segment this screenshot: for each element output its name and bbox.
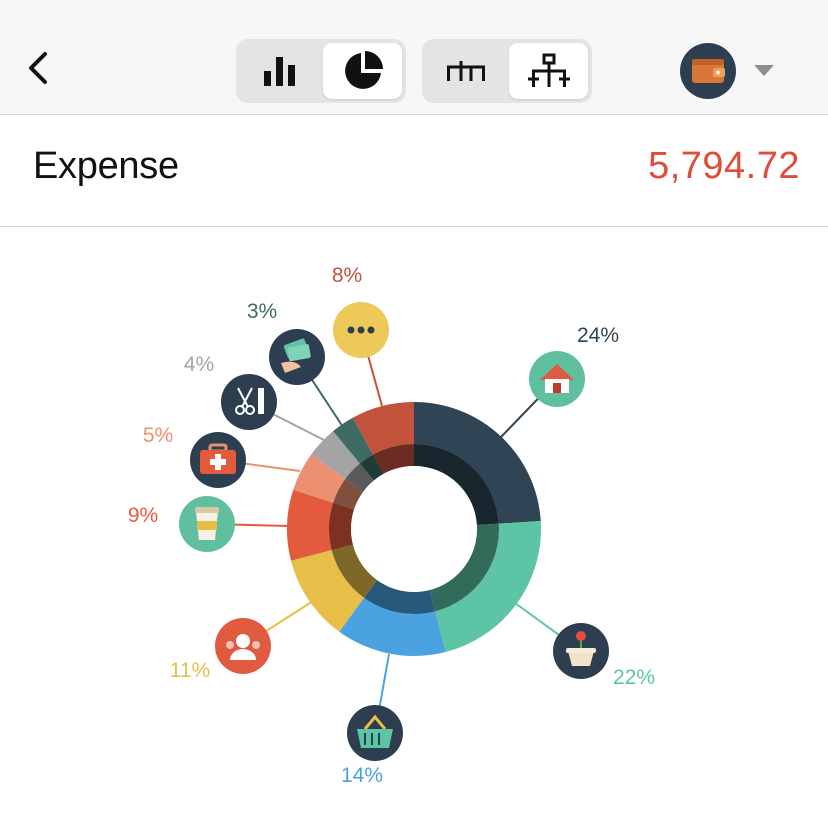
pie-slice-inner-shade: [345, 463, 374, 492]
pie-slice[interactable]: [414, 402, 541, 524]
shopping-basket-icon[interactable]: [347, 705, 403, 761]
slice-group-4[interactable]: 11%: [170, 544, 377, 682]
wallet-icon: [692, 59, 725, 83]
pie-slice-inner-shade: [333, 479, 364, 510]
pie-chart-icon: [344, 51, 383, 89]
pie-slice-inner-shade: [429, 523, 499, 612]
hierarchy-categories-button[interactable]: [509, 43, 588, 99]
pie-slice-inner[interactable]: [373, 444, 414, 474]
flat-categories-button[interactable]: [426, 43, 505, 99]
pie-slice-inner-shade: [329, 502, 355, 551]
flat-tree-icon: [446, 61, 485, 81]
slice-group-1[interactable]: 24%: [414, 324, 619, 526]
slice-percent-label: 11%: [170, 659, 210, 682]
pie-slice-inner-shade: [331, 544, 377, 598]
pie-slice-inner[interactable]: [414, 444, 499, 526]
scissors-comb-icon[interactable]: [221, 374, 277, 430]
people-icon[interactable]: [215, 618, 271, 674]
pie-slice[interactable]: [352, 402, 414, 455]
slice-group-6[interactable]: 5%: [143, 424, 364, 510]
pie-slice[interactable]: [311, 431, 360, 480]
pie-slice-inner-shade: [414, 444, 499, 526]
bar-chart-view-button[interactable]: [240, 43, 319, 99]
pie-slice[interactable]: [290, 550, 365, 632]
slice-percent-label: 3%: [247, 300, 277, 323]
slice-percent-label: 9%: [128, 504, 158, 527]
pie-slice[interactable]: [435, 521, 542, 653]
hierarchy-tree-icon: [527, 53, 570, 87]
pie-slice-inner[interactable]: [329, 502, 355, 551]
pie-slice-inner[interactable]: [331, 544, 377, 598]
pie-slice[interactable]: [333, 417, 374, 464]
account-avatar: [680, 43, 736, 99]
slice-percent-label: 22%: [613, 666, 655, 689]
pie-slice[interactable]: [293, 454, 346, 503]
back-button[interactable]: [18, 44, 58, 92]
expense-donut-chart: 24% 22% 14% 11% 9% 5% 4% 3% 8%: [128, 264, 655, 787]
slice-percent-label: 4%: [184, 353, 214, 376]
slice-percent-label: 14%: [341, 764, 383, 787]
pie-slice-inner[interactable]: [345, 463, 374, 492]
slice-percent-label: 8%: [332, 264, 362, 287]
account-selector[interactable]: [680, 43, 784, 99]
slice-group-2[interactable]: 22%: [429, 521, 655, 689]
pie-slice-inner-shade: [364, 579, 436, 615]
pie-slice[interactable]: [339, 597, 446, 656]
slice-group-7[interactable]: 4%: [184, 353, 374, 492]
house-icon[interactable]: [529, 351, 585, 407]
pie-chart-view-button[interactable]: [323, 43, 402, 99]
pie-slice[interactable]: [287, 489, 334, 561]
pie-slice-inner[interactable]: [359, 454, 384, 481]
slice-group-9[interactable]: 8%: [332, 264, 414, 474]
pie-slice-inner-shade: [373, 444, 414, 474]
slice-percent-label: 24%: [577, 324, 619, 347]
summary-title: Expense: [33, 145, 179, 187]
donut-center: [351, 466, 477, 592]
bar-chart-icon: [263, 57, 295, 86]
pie-slice-inner[interactable]: [429, 523, 499, 612]
caret-down-icon: [754, 65, 774, 76]
category-hierarchy-toggle: [422, 39, 592, 103]
coffee-cup-icon[interactable]: [179, 496, 235, 552]
first-aid-kit-icon[interactable]: [190, 432, 246, 488]
summary-total-amount: 5,794.72: [648, 145, 800, 187]
money-hand-icon[interactable]: [269, 329, 325, 385]
chart-type-toggle: [236, 39, 406, 103]
slice-group-5[interactable]: 9%: [128, 489, 355, 561]
slice-group-3[interactable]: 14%: [339, 579, 446, 787]
flower-pot-icon[interactable]: [553, 623, 609, 679]
expense-summary: Expense 5,794.72: [0, 115, 828, 227]
chevron-left-icon: [29, 52, 47, 84]
pie-slice-inner[interactable]: [333, 479, 364, 510]
more-dots-icon[interactable]: [333, 302, 389, 358]
pie-slice-inner[interactable]: [364, 579, 436, 615]
slice-percent-label: 5%: [143, 424, 173, 447]
pie-slice-inner-shade: [359, 454, 384, 481]
top-toolbar: [0, 0, 828, 115]
slice-group-8[interactable]: 3%: [247, 300, 384, 481]
